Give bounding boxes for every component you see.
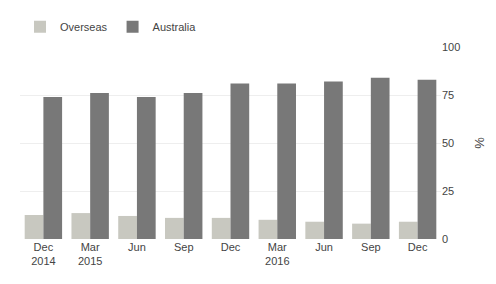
svg-text:25: 25 <box>442 185 454 197</box>
svg-text:%: % <box>472 137 487 149</box>
svg-text:50: 50 <box>442 137 454 149</box>
svg-text:100: 100 <box>442 41 460 53</box>
svg-text:Sep: Sep <box>361 241 381 253</box>
svg-text:Jun: Jun <box>315 241 333 253</box>
svg-text:Sep: Sep <box>174 241 194 253</box>
svg-text:Dec: Dec <box>408 241 428 253</box>
svg-text:Overseas: Overseas <box>60 21 108 33</box>
svg-text:Mar2016: Mar2016 <box>265 241 289 267</box>
svg-text:0: 0 <box>442 233 448 245</box>
svg-text:Dec: Dec <box>221 241 241 253</box>
svg-text:Mar2015: Mar2015 <box>78 241 102 267</box>
svg-text:Dec2014: Dec2014 <box>31 241 55 267</box>
svg-text:Australia: Australia <box>153 21 197 33</box>
svg-text:75: 75 <box>442 89 454 101</box>
svg-text:Jun: Jun <box>128 241 146 253</box>
